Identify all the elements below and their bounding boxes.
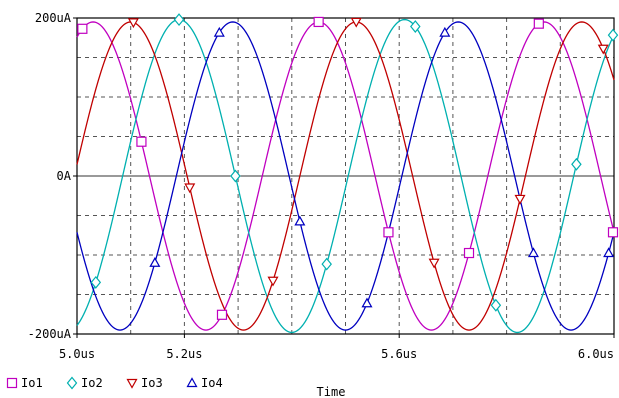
legend-marker-io4 xyxy=(186,377,198,388)
legend-label-io3: Io3 xyxy=(141,376,163,390)
legend-marker-io1 xyxy=(6,377,18,389)
legend-marker-io2 xyxy=(66,376,78,390)
series-line-io2 xyxy=(76,18,615,334)
data-point-io2 xyxy=(410,20,421,33)
data-point-io2 xyxy=(90,275,102,289)
data-point-io3 xyxy=(597,44,609,55)
data-point-io3 xyxy=(350,17,362,28)
grid-layer xyxy=(77,18,614,334)
series-layer xyxy=(76,18,615,334)
data-point-io3 xyxy=(127,18,139,29)
data-point-io4 xyxy=(294,215,306,226)
y-tick-label: 0A xyxy=(57,169,72,183)
data-point-io4 xyxy=(361,297,373,308)
data-point-io4 xyxy=(603,247,615,258)
data-point-io4 xyxy=(527,247,539,258)
x-tick-label: 5.0us xyxy=(59,347,95,361)
tick-layer: 200uA 0A -200uA 5.0us 5.2us 5.6us 6.0us xyxy=(28,11,615,361)
data-point-io2 xyxy=(230,169,241,183)
data-point-io3 xyxy=(267,276,279,287)
y-tick-label: -200uA xyxy=(28,327,72,341)
series-line-io1 xyxy=(76,21,615,331)
data-point-io3 xyxy=(428,258,440,269)
data-point-io1 xyxy=(607,227,619,238)
data-point-io1 xyxy=(216,309,228,320)
data-point-io1 xyxy=(136,136,147,147)
data-point-io4 xyxy=(149,257,161,267)
legend-label-io4: Io4 xyxy=(201,376,223,390)
legend: Io1 Io2 Io3 Io4 xyxy=(6,376,223,390)
data-point-io4 xyxy=(213,26,225,37)
legend-label-io1: Io1 xyxy=(21,376,43,390)
data-point-io1 xyxy=(533,18,544,29)
y-tick-label: 200uA xyxy=(35,11,72,25)
x-tick-label: 5.6us xyxy=(381,347,417,361)
data-point-io3 xyxy=(514,194,526,205)
marker-layer xyxy=(77,13,619,320)
data-point-io3 xyxy=(184,183,196,194)
legend-label-io2: Io2 xyxy=(81,376,103,390)
data-point-io1 xyxy=(383,227,394,238)
series-line-io3 xyxy=(76,21,615,331)
data-point-io1 xyxy=(463,247,475,259)
series-line-io4 xyxy=(76,21,615,331)
data-point-io2 xyxy=(321,257,332,271)
data-point-io4 xyxy=(439,26,451,37)
data-point-io2 xyxy=(490,298,502,312)
data-point-io2 xyxy=(607,28,619,42)
x-axis-label: Time xyxy=(317,385,346,398)
x-tick-label: 6.0us xyxy=(578,347,614,361)
data-point-io1 xyxy=(77,23,88,34)
data-point-io2 xyxy=(571,157,582,171)
legend-marker-io3 xyxy=(126,378,138,389)
data-point-io1 xyxy=(313,16,324,28)
data-point-io2 xyxy=(173,13,185,27)
x-tick-label: 5.2us xyxy=(166,347,202,361)
